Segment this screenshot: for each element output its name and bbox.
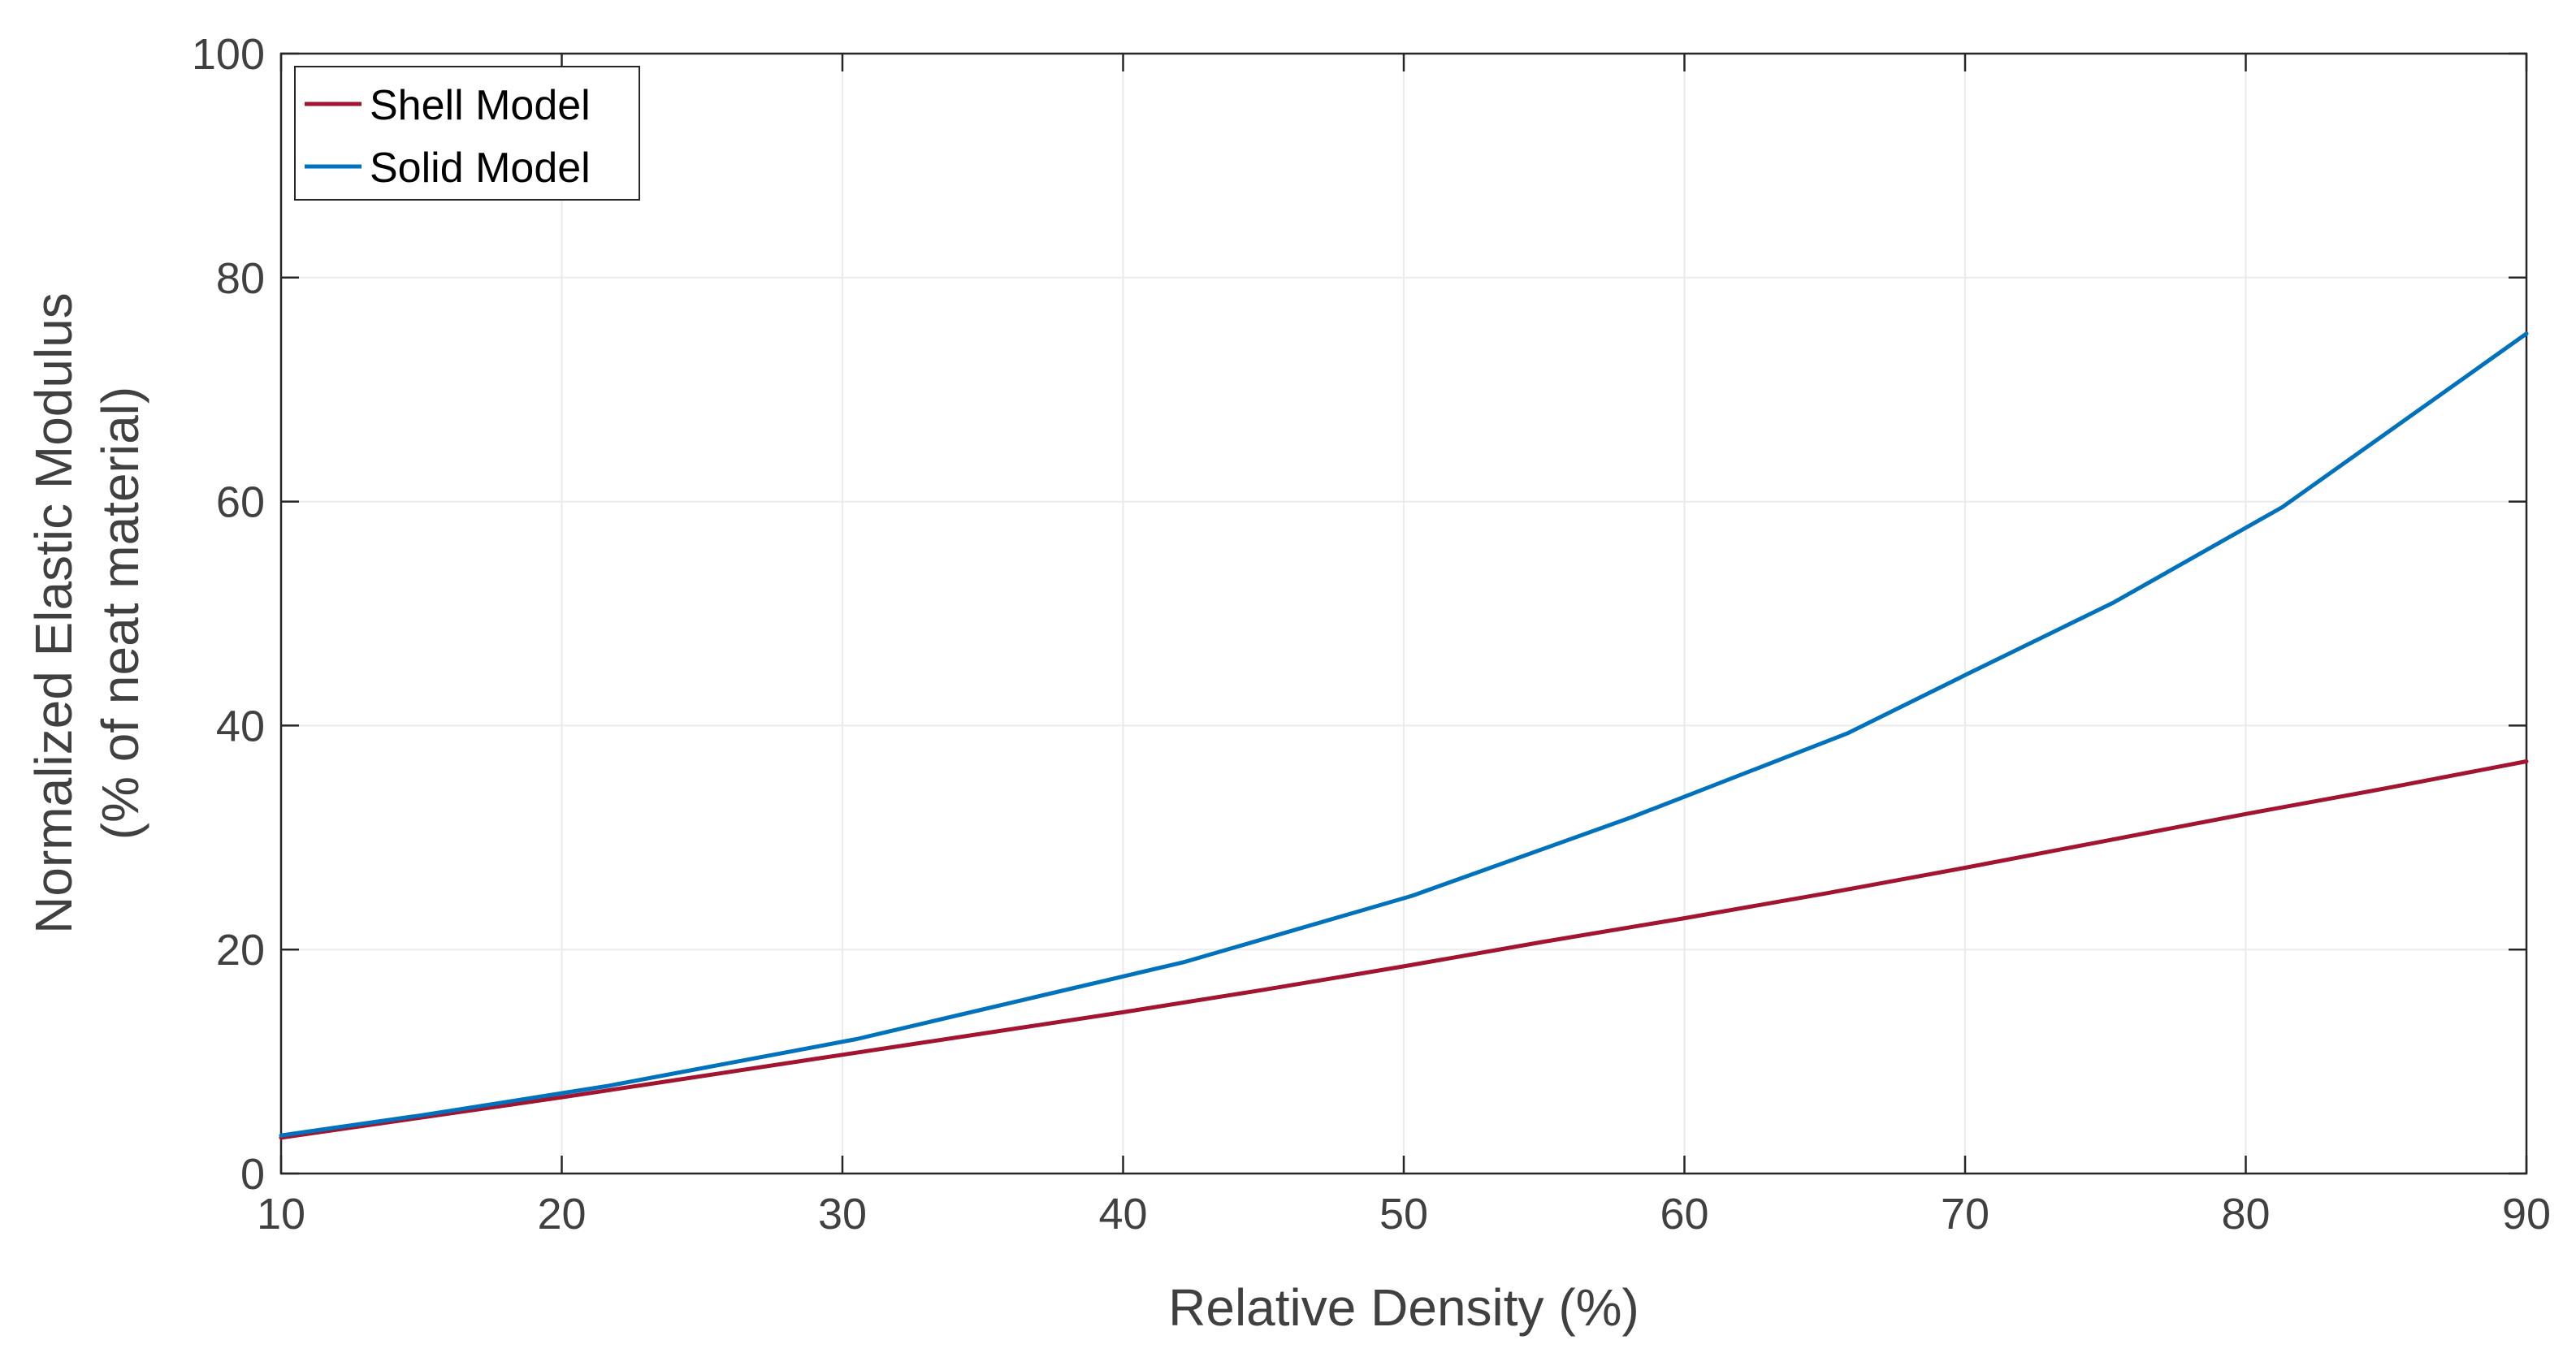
tick-labels: 10 20 30 40 50 60 70 80 90 0 20 40 60 80 100 bbox=[192, 30, 2551, 1238]
x-tick-label: 30 bbox=[818, 1190, 867, 1238]
x-tick-label: 50 bbox=[1379, 1190, 1428, 1238]
legend-box bbox=[294, 66, 640, 201]
legend: Shell Model Solid Model bbox=[294, 66, 640, 201]
x-tick-label: 10 bbox=[257, 1190, 305, 1238]
y-tick-label: 60 bbox=[216, 478, 265, 527]
x-tick-label: 40 bbox=[1098, 1190, 1147, 1238]
y-tick-label: 0 bbox=[240, 1150, 265, 1199]
series-line-solid-model bbox=[279, 331, 2529, 1138]
axes bbox=[279, 52, 2528, 1175]
y-axis-label-line1: Normalized Elastic Modulus bbox=[24, 292, 83, 934]
y-axis-label-line2: (% of neat material) bbox=[91, 387, 149, 840]
series-group bbox=[279, 331, 2529, 1140]
series-line-shell-model bbox=[279, 759, 2529, 1140]
legend-label-shell: Shell Model bbox=[370, 82, 591, 129]
x-tick-label: 60 bbox=[1660, 1190, 1708, 1238]
x-tick-label: 70 bbox=[1941, 1190, 1989, 1238]
x-tick-label: 20 bbox=[537, 1190, 586, 1238]
x-tick-label: 90 bbox=[2502, 1190, 2551, 1238]
legend-label-solid: Solid Model bbox=[370, 145, 591, 192]
y-tick-label: 100 bbox=[192, 30, 265, 79]
y-tick-label: 40 bbox=[216, 702, 265, 750]
y-tick-label: 80 bbox=[216, 254, 265, 303]
x-tick-label: 80 bbox=[2221, 1190, 2270, 1238]
x-axis-label: Relative Density (%) bbox=[1168, 1278, 1639, 1337]
y-tick-label: 20 bbox=[216, 926, 265, 975]
